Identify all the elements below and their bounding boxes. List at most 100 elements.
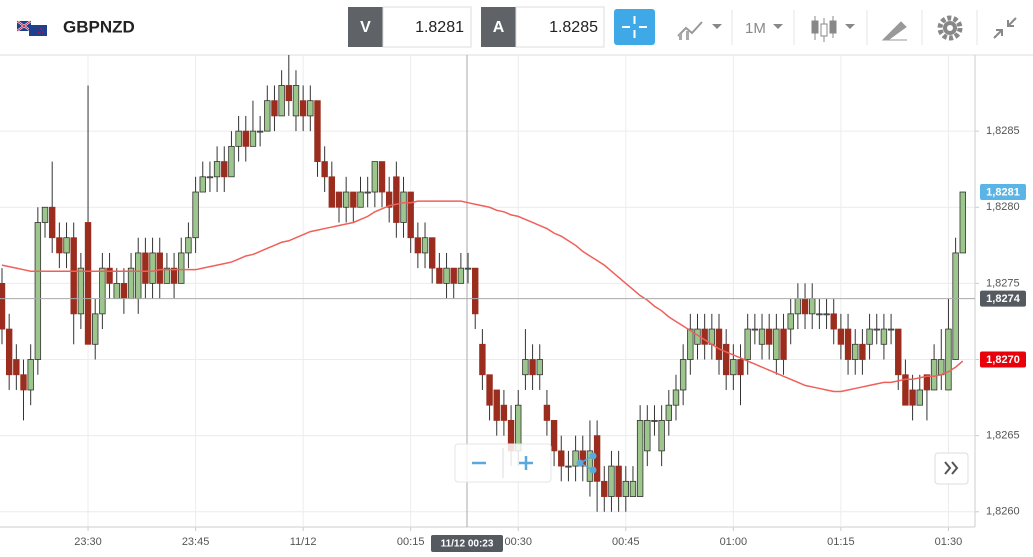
- candle-body-up: [852, 343, 859, 360]
- flag: [16, 20, 47, 36]
- candle-body-down: [493, 389, 500, 421]
- y-tick-label: 1,8280: [986, 201, 1020, 213]
- candle-body-up: [192, 191, 199, 239]
- y-tick-label: 1,8260: [986, 506, 1020, 518]
- candle-body-up: [34, 222, 42, 360]
- candle-body-up: [357, 191, 364, 208]
- candle-body-up: [27, 359, 34, 391]
- candle-body-down: [328, 176, 336, 208]
- candle-body-down: [615, 465, 622, 497]
- candle-body-down: [830, 313, 837, 330]
- candle-body-down: [335, 191, 343, 208]
- candle-body-down: [923, 374, 931, 391]
- candle-body-up: [952, 252, 959, 360]
- price-label: 1,8270: [986, 354, 1020, 366]
- candle-body-up: [163, 267, 171, 284]
- candle-body-up: [959, 191, 966, 254]
- candle-body-up: [536, 359, 543, 376]
- ask-button[interactable]: [481, 7, 516, 47]
- candle-body-up: [773, 328, 780, 360]
- candle-body-down: [722, 343, 730, 376]
- candle-body-down: [299, 100, 307, 117]
- candle-body-up: [916, 389, 923, 406]
- crosshair-time: 11/12 00:23: [441, 539, 494, 550]
- y-tick-label: 1,8285: [986, 125, 1020, 137]
- candle-body-down: [895, 328, 902, 376]
- candle-body-down: [70, 237, 77, 315]
- candle-body-up: [421, 237, 429, 254]
- candle-body-up: [658, 420, 665, 452]
- candle-body-up: [787, 313, 794, 330]
- candle-body-down: [558, 450, 565, 467]
- candle-body-up: [816, 313, 823, 316]
- ask-price: 1.8285: [549, 19, 598, 36]
- candle-body-up: [887, 328, 895, 331]
- settings-button[interactable]: [937, 15, 963, 41]
- candle-body-down: [350, 191, 357, 208]
- candle-body-down: [385, 191, 393, 208]
- candle-body-down: [486, 374, 493, 406]
- candle-body-down: [314, 100, 321, 162]
- candle-body-down: [170, 267, 178, 284]
- candle-body-down: [529, 359, 536, 376]
- candle-body-up: [185, 237, 192, 254]
- crosshair-button[interactable]: [614, 9, 655, 45]
- candle-body-up: [292, 85, 300, 117]
- candle-body-up: [880, 328, 888, 345]
- candle-body-down: [414, 237, 422, 254]
- candle-body-up: [809, 298, 816, 315]
- candle-body-up: [679, 359, 687, 391]
- candle-body-up: [199, 176, 206, 193]
- chart-type-button[interactable]: [677, 21, 722, 40]
- candle-body-down: [450, 267, 457, 284]
- candle-body-up: [866, 328, 873, 345]
- candle-body-down: [407, 191, 414, 239]
- candle-body-up: [249, 130, 257, 147]
- candle-body-down: [84, 222, 92, 345]
- timeframe[interactable]: 1M: [745, 20, 766, 37]
- x-tick-label: 00:45: [612, 536, 640, 548]
- bid-button[interactable]: [348, 7, 383, 47]
- collapse-button[interactable]: [993, 17, 1017, 39]
- candle-body-up: [443, 267, 450, 284]
- candle-body-up: [400, 191, 407, 223]
- ask-label: A: [493, 19, 505, 36]
- candle-body-up: [464, 267, 472, 270]
- share-button[interactable]: [576, 452, 597, 474]
- bid-price: 1.8281: [415, 19, 464, 36]
- candle-body-down: [701, 328, 708, 345]
- scroll-end-button[interactable]: [934, 452, 969, 485]
- candle-body-up: [149, 252, 156, 284]
- candle-body-down: [472, 267, 479, 315]
- candle-body-down: [837, 328, 845, 345]
- candle-body-up: [307, 100, 314, 117]
- plot: 1,8260 1,8265 1,8270 1,8275 1,8280 1,8285 23:3…: [0, 55, 1026, 552]
- candle-body-up: [629, 480, 637, 497]
- price-label: 1,8281: [986, 186, 1020, 198]
- candle-body-up: [256, 130, 264, 133]
- crosshair-icon: [622, 16, 647, 38]
- candle-body-down: [428, 237, 436, 269]
- candle-body-up: [264, 100, 271, 132]
- candle-body-down: [106, 267, 113, 284]
- x-tick-label: 11/12: [290, 536, 317, 548]
- candle-body-up: [751, 328, 759, 331]
- candle-body-down: [142, 252, 149, 284]
- candle-type-button[interactable]: [811, 16, 855, 42]
- candle-body-up: [930, 359, 938, 391]
- zoom-in-button[interactable]: [519, 456, 533, 470]
- candle-body-up: [213, 161, 221, 178]
- price-label-box: [980, 351, 1026, 368]
- candle-body-up: [744, 328, 751, 360]
- x-tick-label: 23:45: [182, 536, 210, 548]
- candle-body-down: [221, 161, 228, 178]
- price-label: 1,8274: [986, 293, 1021, 305]
- draw-button[interactable]: [881, 21, 907, 41]
- candle-body-up: [92, 313, 99, 345]
- candle-body-up: [823, 313, 830, 316]
- candle-body-down: [285, 85, 292, 102]
- candle-body-down: [156, 252, 163, 284]
- candle-body-up: [565, 465, 572, 468]
